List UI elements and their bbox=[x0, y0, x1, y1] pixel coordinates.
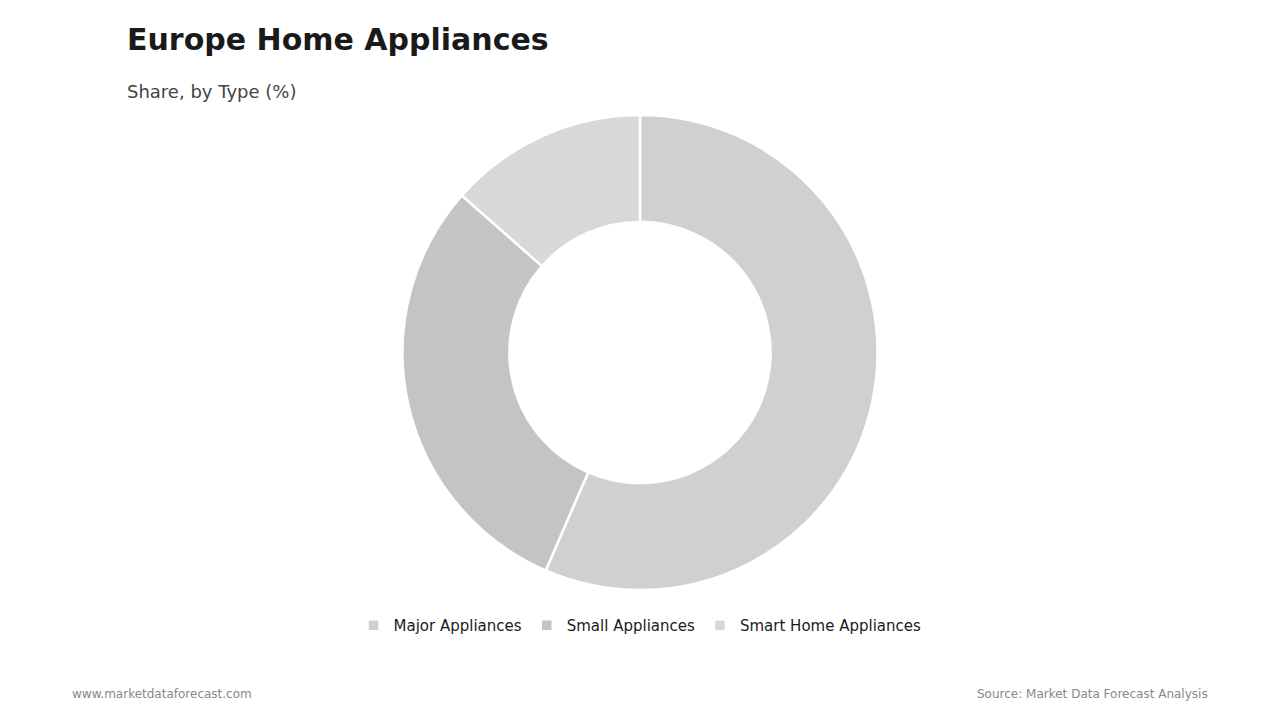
svg-text:Major Appliances: Major Appliances bbox=[394, 617, 522, 635]
svg-text:Smart Home Appliances: Smart Home Appliances bbox=[740, 617, 921, 635]
svg-text:www.marketdataforecast.com: www.marketdataforecast.com bbox=[72, 687, 252, 701]
svg-text:Source: Market Data Forecast A: Source: Market Data Forecast Analysis bbox=[977, 687, 1208, 701]
svg-text:Share, by Type (%): Share, by Type (%) bbox=[127, 81, 296, 102]
svg-text:Europe Home Appliances: Europe Home Appliances bbox=[127, 22, 549, 57]
svg-text:Small Appliances: Small Appliances bbox=[567, 617, 695, 635]
